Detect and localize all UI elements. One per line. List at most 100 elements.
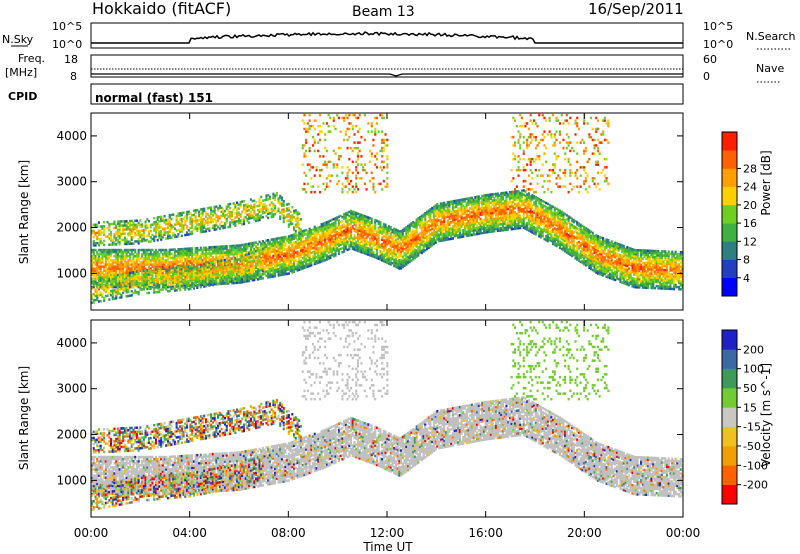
power-cell: [153, 250, 156, 254]
power-cell: [280, 253, 283, 256]
power-cell: [272, 248, 275, 251]
power-cell: [291, 254, 294, 258]
power-cell: [260, 256, 263, 260]
power-cell: [154, 263, 157, 266]
power-cell: [234, 206, 237, 209]
power-cell: [268, 273, 271, 277]
power-cell: [381, 259, 384, 262]
power-cell: [362, 218, 365, 221]
power-cell: [318, 252, 321, 256]
power-cell: [213, 252, 216, 255]
power-cell: [253, 278, 256, 282]
power-cell: [144, 228, 147, 232]
power-cell: [386, 249, 389, 252]
power-cell: [106, 279, 109, 283]
power-cell: [229, 249, 232, 252]
power-cell: [305, 247, 308, 250]
power-cell: [237, 278, 240, 282]
power-cell: [110, 275, 113, 279]
power-cell: [115, 265, 118, 268]
power-cell: [263, 262, 266, 265]
power-cell: [225, 266, 228, 270]
power-cell: [343, 215, 346, 218]
power-cell: [341, 251, 344, 254]
power-cell: [299, 218, 302, 221]
power-cell: [113, 232, 116, 236]
power-cell: [298, 228, 301, 232]
power-cell: [92, 282, 95, 286]
power-cell: [374, 241, 377, 245]
power-cell: [367, 249, 370, 252]
power-cell: [186, 281, 189, 285]
power-cell: [346, 240, 349, 243]
power-cell: [97, 283, 100, 287]
power-cell: [116, 290, 119, 293]
power-cell: [116, 234, 119, 238]
power-cell: [130, 223, 133, 227]
power-cell: [97, 285, 100, 289]
power-cell: [275, 262, 278, 265]
power-cell: [218, 264, 221, 267]
power-cell: [206, 272, 209, 275]
power-cell: [115, 253, 118, 256]
power-cell: [115, 224, 118, 228]
power-cell: [186, 231, 189, 234]
power-cell: [158, 265, 161, 268]
power-cell: [318, 242, 321, 245]
power-cell: [192, 266, 195, 270]
power-cell: [382, 243, 385, 246]
power-cell: [161, 282, 164, 285]
power-cell: [267, 212, 270, 216]
power-cell: [186, 265, 189, 268]
power-cell: [346, 217, 349, 221]
power-cell: [344, 228, 347, 232]
power-cell: [189, 226, 192, 230]
power-cell: [331, 218, 334, 222]
power-cell: [229, 206, 232, 210]
power-cell: [381, 141, 384, 144]
power-cell: [358, 244, 361, 247]
power-cell: [239, 279, 242, 282]
power-cell: [225, 205, 228, 208]
power-cell: [286, 247, 289, 251]
power-cell: [232, 218, 235, 222]
power-cell: [148, 269, 151, 272]
power-cell: [294, 267, 297, 271]
power-cell: [146, 275, 149, 279]
power-cell: [277, 243, 280, 246]
power-cell: [104, 277, 107, 281]
power-cell: [327, 228, 330, 232]
power-cell: [101, 287, 104, 290]
power-cell: [194, 253, 197, 256]
power-cell: [146, 224, 149, 227]
power-cell: [106, 273, 109, 277]
freq-label-1: Freq.: [18, 52, 45, 65]
power-cell: [249, 251, 252, 255]
power-cell: [313, 141, 316, 144]
power-cell: [312, 246, 315, 250]
power-cell: [127, 265, 130, 268]
power-cell: [101, 276, 104, 280]
power-cell: [170, 266, 173, 270]
power-cell: [234, 279, 237, 282]
power-cell: [282, 238, 285, 241]
power-cell: [237, 250, 240, 253]
power-cell: [260, 195, 263, 199]
power-cell: [123, 271, 126, 274]
power-cell: [351, 185, 354, 188]
power-cell: [173, 233, 176, 237]
power-cell: [313, 260, 316, 264]
power-cell: [386, 155, 389, 158]
power-cell: [275, 241, 278, 245]
power-cell: [94, 248, 97, 252]
power-cell: [132, 279, 135, 283]
power-cell: [310, 245, 313, 248]
power-cell: [154, 226, 157, 230]
power-cell: [134, 219, 137, 223]
power-cell: [172, 260, 175, 264]
power-cell: [104, 263, 107, 266]
power-cell: [346, 138, 349, 142]
power-cell: [168, 281, 171, 284]
power-cell: [201, 222, 204, 225]
power-cell: [353, 233, 356, 237]
